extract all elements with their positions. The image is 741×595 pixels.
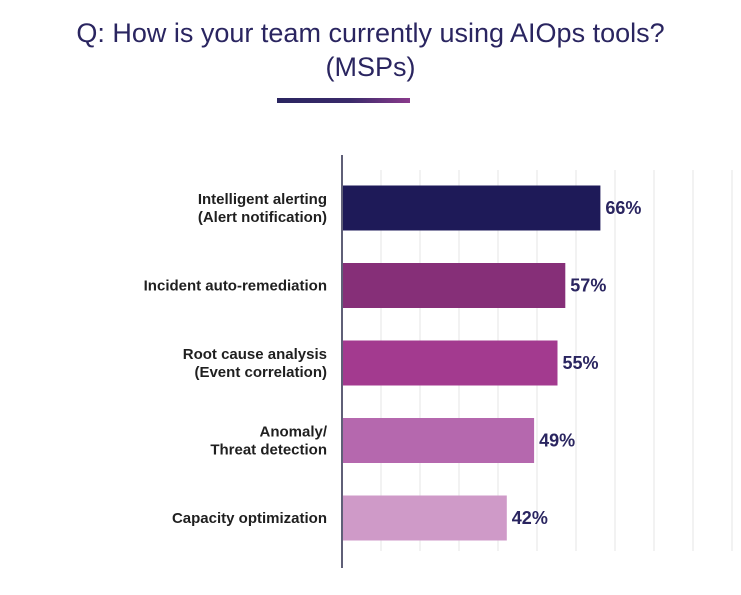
category-label-line: Capacity optimization [172, 510, 327, 527]
category-label: Anomaly/Threat detection [210, 424, 328, 459]
bars [343, 185, 601, 541]
chart-title-line-2: (MSPs) [325, 52, 416, 82]
bar [343, 495, 507, 541]
title-underline [277, 98, 410, 103]
bar [343, 418, 535, 463]
value-label: 57% [570, 276, 606, 296]
category-label-line: Incident auto-remediation [144, 278, 327, 295]
category-label-line: Anomaly/ [259, 424, 327, 441]
chart-title: Q: How is your team currently using AIOp… [0, 16, 741, 84]
value-label: 66% [605, 198, 641, 218]
value-labels: 66% 57% 55% 49% 42% [512, 198, 642, 528]
category-labels: Intelligent alerting (Alert notification)… [144, 191, 328, 527]
value-label: 49% [539, 431, 575, 451]
value-label: 55% [563, 353, 599, 373]
bar [343, 340, 558, 386]
category-label: Intelligent alerting (Alert notification) [198, 191, 327, 226]
chart-title-line-1: Q: How is your team currently using AIOp… [76, 18, 665, 48]
category-label-line: (Event correlation) [194, 364, 327, 381]
category-label: Root cause analysis (Event correlation) [183, 346, 327, 381]
category-label: Incident auto-remediation [144, 278, 327, 295]
category-label-line: (Alert notification) [198, 209, 327, 226]
category-label-line: Root cause analysis [183, 346, 327, 363]
category-label-line: Threat detection [210, 442, 327, 459]
bar [343, 185, 601, 231]
category-label: Capacity optimization [172, 510, 327, 527]
category-label-line: Intelligent alerting [198, 191, 327, 208]
bar [343, 263, 566, 308]
value-label: 42% [512, 508, 548, 528]
